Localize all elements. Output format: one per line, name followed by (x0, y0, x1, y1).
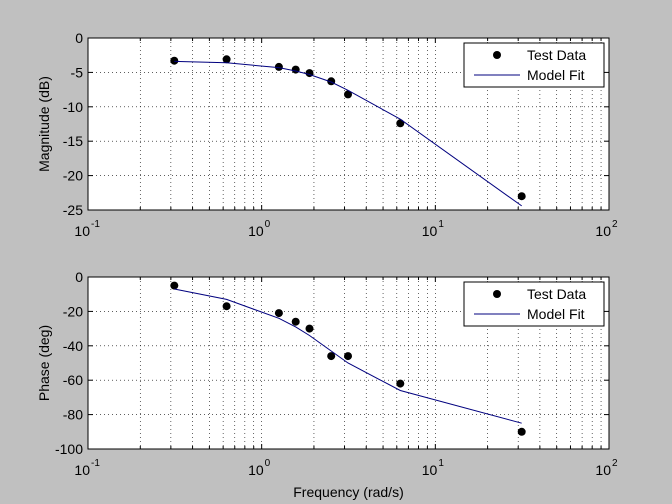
x-tick-label-exponent: 1 (438, 458, 444, 469)
x-tick-label-exponent: 0 (265, 458, 271, 469)
data-point (396, 379, 405, 388)
phase-legend: Test Data Model Fit (463, 281, 605, 327)
magnitude-axes-frame (87, 37, 610, 211)
data-point (344, 90, 352, 99)
x-tick-label-exponent: -1 (91, 458, 100, 469)
data-point (305, 324, 314, 333)
x-tick-label-base: 10 (248, 223, 264, 239)
data-point (274, 62, 283, 71)
y-tick-label: -20 (63, 303, 83, 319)
data-point (517, 427, 526, 436)
x-tick-label-exponent: -1 (91, 219, 100, 230)
magnitude-legend: Test Data Model Fit (463, 42, 605, 88)
x-tick-label-base: 10 (422, 462, 438, 478)
magnitude-series-model-fit (174, 60, 522, 207)
x-tick-label: 10 -1 (74, 458, 100, 478)
y-tick-label: 0 (75, 269, 83, 285)
magnitude-series-test-data (170, 55, 526, 201)
phase-axes-frame (87, 276, 610, 450)
data-point (274, 309, 283, 318)
model-fit-line (174, 60, 522, 207)
data-point (396, 119, 405, 128)
data-point (170, 281, 179, 290)
phase-x-axis-label: Frequency (rad/s) (293, 484, 403, 500)
x-tick-label: 10 2 (595, 219, 618, 239)
data-point (327, 352, 336, 361)
phase-y-axis-label: Phase (deg) (36, 325, 52, 401)
x-tick-label-base: 10 (248, 462, 264, 478)
x-tick-label: 10 1 (422, 219, 445, 239)
legend-marker-swatch (493, 290, 501, 298)
legend-entry-label: Test Data (527, 47, 586, 63)
legend-marker-swatch (493, 51, 501, 59)
legend-entry-label: Model Fit (527, 306, 585, 322)
x-tick-label-base: 10 (595, 462, 611, 478)
y-tick-label: -10 (63, 99, 83, 115)
x-tick-label-base: 10 (422, 223, 438, 239)
x-tick-label-base: 10 (595, 223, 611, 239)
data-point (291, 317, 300, 326)
data-point (517, 192, 526, 201)
legend-box (463, 42, 605, 88)
y-tick-label: -20 (63, 168, 83, 184)
data-point (291, 65, 300, 74)
data-point (222, 302, 231, 311)
x-tick-label: 10 0 (248, 458, 271, 478)
x-tick-label-exponent: 1 (438, 219, 444, 230)
x-tick-label: 10 -1 (74, 219, 100, 239)
data-point (222, 55, 231, 64)
x-tick-label-base: 10 (74, 462, 90, 478)
phase-series-model-fit (174, 288, 522, 424)
legend-entry-label: Test Data (527, 286, 586, 302)
x-tick-label: 10 0 (248, 219, 271, 239)
phase-series-test-data (170, 281, 526, 436)
y-tick-label: -40 (63, 338, 83, 354)
x-tick-label-exponent: 2 (612, 458, 618, 469)
x-tick-label-base: 10 (74, 223, 90, 239)
y-tick-label: 0 (75, 30, 83, 46)
y-tick-label: -80 (63, 407, 83, 423)
x-tick-label-exponent: 2 (612, 219, 618, 230)
data-point (170, 56, 179, 65)
y-tick-label: -60 (63, 372, 83, 388)
magnitude-y-axis-label: Magnitude (dB) (36, 76, 52, 172)
y-tick-label: -25 (63, 202, 83, 218)
y-tick-label: -100 (55, 441, 83, 457)
data-point (344, 352, 352, 361)
x-tick-label: 10 1 (422, 458, 445, 478)
x-tick-label-exponent: 0 (265, 219, 271, 230)
y-tick-label: -5 (71, 64, 84, 80)
y-tick-label: -15 (63, 133, 83, 149)
legend-entry-label: Model Fit (527, 67, 585, 83)
x-tick-label: 10 2 (595, 458, 618, 478)
model-fit-line (174, 288, 522, 424)
legend-box (463, 281, 605, 327)
